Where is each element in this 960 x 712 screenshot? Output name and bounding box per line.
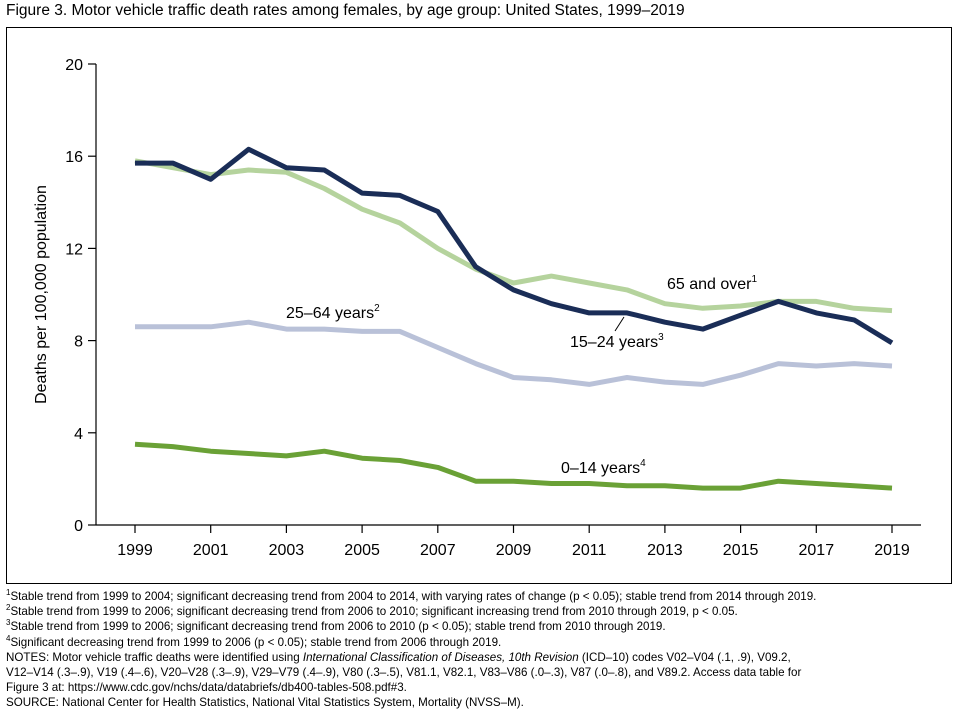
footnote-text: Stable trend from 1999 to 2006; signific… <box>10 620 666 634</box>
footnote-number: 4 <box>6 633 11 643</box>
series-line-15-24-years <box>135 146 894 346</box>
footnote-3: 3Stable trend from 1999 to 2006; signifi… <box>6 619 954 634</box>
x-tick-label: 2015 <box>723 542 759 559</box>
y-axis-label: Deaths per 100,000 population <box>33 185 50 404</box>
y-tick-label: 0 <box>74 518 83 535</box>
y-tick-label: 8 <box>74 334 83 351</box>
x-tick-label: 2009 <box>496 542 532 559</box>
figure-title: Figure 3. Motor vehicle traffic death ra… <box>6 2 685 19</box>
x-tick-label: 2017 <box>799 542 835 559</box>
footnote-1: 1Stable trend from 1999 to 2004; signifi… <box>6 589 954 604</box>
series-label-footnote: 2 <box>374 303 380 314</box>
y-tick-label: 16 <box>65 149 83 166</box>
source-line: SOURCE: National Center for Health Stati… <box>6 696 524 710</box>
series-label-15-24-years: 15–24 years3 <box>570 332 664 351</box>
footnote-4: 4Significant decreasing trend from 1999 … <box>6 633 954 650</box>
notes-line-1: NOTES: Motor vehicle traffic deaths were… <box>6 650 954 665</box>
footnote-text: Significant decreasing trend from 1999 t… <box>10 635 502 649</box>
series-label-footnote: 4 <box>640 458 646 469</box>
series-label-0-14-years: 0–14 years4 <box>561 458 646 477</box>
series-label-footnote: 3 <box>658 332 664 343</box>
footnote-number: 3 <box>6 618 11 628</box>
footnote-number: 1 <box>6 588 11 598</box>
y-tick-label: 4 <box>74 426 83 443</box>
x-tick-label: 2013 <box>647 542 683 559</box>
footnote-2: 2Stable trend from 1999 to 2006; signifi… <box>6 604 954 619</box>
notes-line-3: Figure 3 at: https://www.cdc.gov/nchs/da… <box>6 681 407 695</box>
x-tick-label: 2003 <box>269 542 305 559</box>
label-leader-line <box>614 316 625 332</box>
notes-text: (ICD–10) codes V02–V04 (.1, .9), V09.2, <box>578 650 791 664</box>
footnote-text: Stable trend from 1999 to 2006; signific… <box>10 605 738 619</box>
notes-label: NOTES: <box>6 650 50 664</box>
series-line-65-and-over <box>134 158 893 314</box>
x-tick-label: 1999 <box>117 542 153 559</box>
notes-line-2: V12–V14 (.3–.9), V19 (.4–.6), V20–V28 (.… <box>6 666 802 680</box>
series-line-0-14-years <box>134 441 893 491</box>
series-line-25-64-years <box>135 319 893 387</box>
x-tick-label: 2007 <box>420 542 456 559</box>
series-label-65-and-over: 65 and over1 <box>667 274 758 293</box>
series-label-25-64-years: 25–64 years2 <box>286 303 380 322</box>
chart-notes: 1Stable trend from 1999 to 2004; signifi… <box>6 589 954 711</box>
chart-frame: 0 4 8 12 16 20 1999 2001 2003 2005 2007 2009 2011 201… <box>6 27 952 584</box>
y-tick-label: 12 <box>65 241 83 258</box>
footnote-text: Stable trend from 1999 to 2004; signific… <box>10 590 817 603</box>
series-label-footnote: 1 <box>752 274 758 285</box>
notes-text: Motor vehicle traffic deaths were identi… <box>49 650 303 664</box>
x-tick-label: 2011 <box>572 542 607 559</box>
x-tick-label: 2001 <box>193 542 229 559</box>
y-tick-label: 20 <box>65 57 83 74</box>
footnote-number: 2 <box>6 603 11 613</box>
x-tick-label: 2019 <box>874 542 910 559</box>
x-tick-label: 2005 <box>344 542 380 559</box>
notes-classification-title: International Classification of Diseases… <box>302 650 579 664</box>
